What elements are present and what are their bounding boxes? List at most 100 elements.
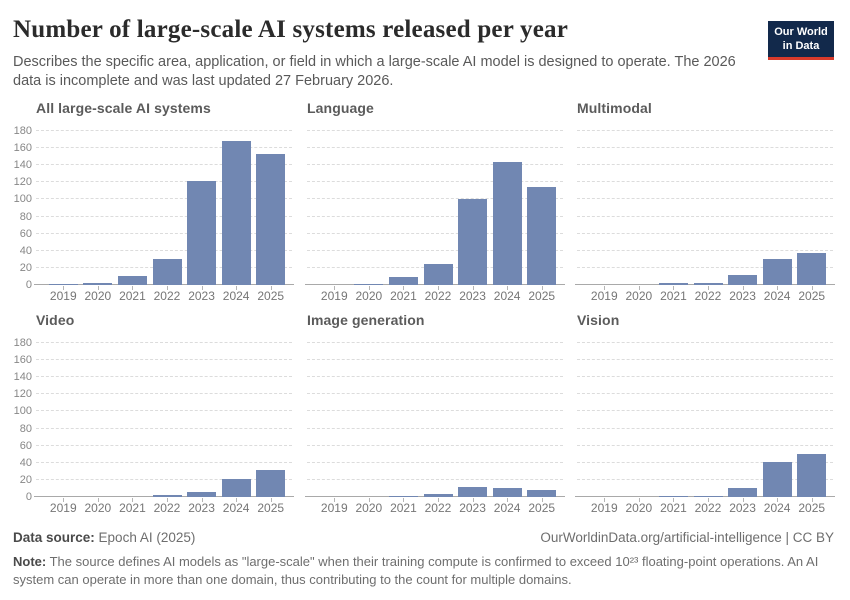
gridline — [307, 410, 563, 412]
bar-2023 — [458, 486, 488, 497]
x-axis-label: 2021 — [390, 501, 417, 515]
axis-tick — [604, 286, 606, 290]
note-text: The source defines AI models as "large-s… — [13, 554, 819, 588]
gridline — [307, 130, 563, 131]
x-axis-label: 2022 — [153, 501, 181, 515]
facet-vision: Vision 2019 2020 2021 2022 2023 2024 2025 — [575, 312, 835, 517]
axis-tick — [638, 498, 640, 502]
gridline — [307, 478, 563, 480]
gridline — [36, 359, 292, 361]
axis-tick — [63, 286, 65, 290]
x-axis-label: 2020 — [625, 289, 653, 303]
gridline — [577, 444, 833, 446]
axis-tick — [673, 286, 675, 290]
gridline — [577, 215, 833, 217]
data-source: Data source: Epoch AI (2025) — [13, 530, 195, 545]
plot-area — [305, 342, 565, 502]
bar-2023 — [187, 181, 217, 285]
bar-2024 — [492, 161, 522, 285]
gridline — [36, 215, 292, 217]
axis-tick — [541, 498, 543, 502]
facet-title: Language — [307, 100, 374, 116]
chart-note: Note: The source defines AI models as "l… — [13, 553, 835, 590]
y-axis-label: 60 — [19, 227, 32, 240]
x-axis-label: 2023 — [729, 289, 756, 303]
axis-tick — [403, 286, 405, 290]
x-axis-label: 2019 — [49, 501, 77, 515]
axis-tick — [368, 498, 370, 502]
x-axis-labels: 2019 2020 2021 2022 2023 2024 2025 — [577, 289, 833, 305]
axis-tick — [270, 498, 272, 502]
gridline — [307, 342, 563, 343]
axis-tick — [507, 498, 509, 502]
gridline — [36, 147, 292, 149]
x-axis-labels: 2019 2020 2021 2022 2023 2024 2025 — [36, 289, 292, 305]
facet-title: Multimodal — [577, 100, 652, 116]
y-axis-label: 80 — [19, 210, 32, 223]
bar-2025 — [256, 154, 286, 285]
x-axis-labels: 2019 2020 2021 2022 2023 2024 2025 — [307, 501, 563, 517]
y-axis-label: 40 — [19, 456, 32, 469]
facet-title: Vision — [577, 312, 620, 328]
gridline — [577, 164, 833, 166]
x-axis-label: 2020 — [84, 501, 112, 515]
gridline — [307, 393, 563, 395]
gridline — [307, 215, 563, 217]
axis-tick — [368, 286, 370, 290]
x-axis-label: 2024 — [763, 289, 791, 303]
axis-tick — [811, 498, 813, 502]
axis-tick — [777, 286, 779, 290]
gridline — [577, 359, 833, 361]
gridline — [307, 198, 563, 200]
x-axis-label: 2025 — [528, 501, 556, 515]
bar-2021 — [117, 276, 147, 285]
bar-2025 — [256, 469, 286, 497]
gridline — [577, 130, 833, 131]
bar-2025 — [527, 490, 557, 497]
facet-language: Language 2019 2020 2021 2022 2023 2024 2025 — [305, 100, 565, 305]
axis-tick — [708, 286, 709, 290]
x-axis-label: 2023 — [729, 501, 756, 515]
gridline — [577, 393, 833, 395]
facet-video: Video 0 20 40 60 80 100 120 140 160 180 2019 2020 202… — [14, 312, 294, 517]
bar-2022 — [152, 259, 182, 285]
bar-2022 — [423, 264, 453, 285]
x-axis-label: 2023 — [459, 289, 486, 303]
facet-title: Video — [36, 312, 75, 328]
bar-2023 — [728, 487, 758, 497]
y-axis-label: 0 — [25, 279, 32, 291]
y-axis-label: 180 — [13, 337, 32, 349]
gridline — [577, 342, 833, 343]
x-axis-label: 2021 — [390, 289, 417, 303]
axis-tick — [438, 286, 439, 290]
gridline — [36, 232, 292, 234]
plot-area — [575, 342, 835, 502]
axis-tick — [472, 286, 474, 290]
y-axis-label: 160 — [13, 354, 32, 367]
bar-2021 — [388, 495, 418, 497]
attribution-link[interactable]: OurWorldinData.org/artificial-intelligen… — [540, 530, 834, 545]
y-axis-label: 180 — [13, 125, 32, 137]
bar-2023 — [458, 198, 488, 285]
gridline — [577, 198, 833, 200]
gridline — [36, 130, 292, 131]
gridline — [307, 444, 563, 446]
x-axis-label: 2021 — [660, 289, 687, 303]
x-axis-label: 2025 — [798, 289, 826, 303]
gridline — [577, 181, 833, 183]
bar-2025 — [797, 253, 827, 285]
x-axis-label: 2021 — [119, 289, 146, 303]
x-axis-label: 2023 — [188, 289, 215, 303]
page-title: Number of large-scale AI systems release… — [13, 16, 569, 43]
facet-multimodal: Multimodal 2019 2020 2021 2022 2023 2024 2025 — [575, 100, 835, 305]
x-axis-label: 2024 — [493, 289, 521, 303]
source-row: Data source: Epoch AI (2025) OurWorldinD… — [13, 530, 834, 545]
owid-logo[interactable]: Our World in Data — [768, 21, 834, 60]
axis-tick — [742, 498, 744, 502]
gridline — [577, 249, 833, 251]
gridline — [36, 427, 292, 429]
y-axis-label: 140 — [13, 159, 32, 172]
gridline — [36, 181, 292, 183]
gridline — [36, 198, 292, 200]
gridline — [577, 478, 833, 480]
